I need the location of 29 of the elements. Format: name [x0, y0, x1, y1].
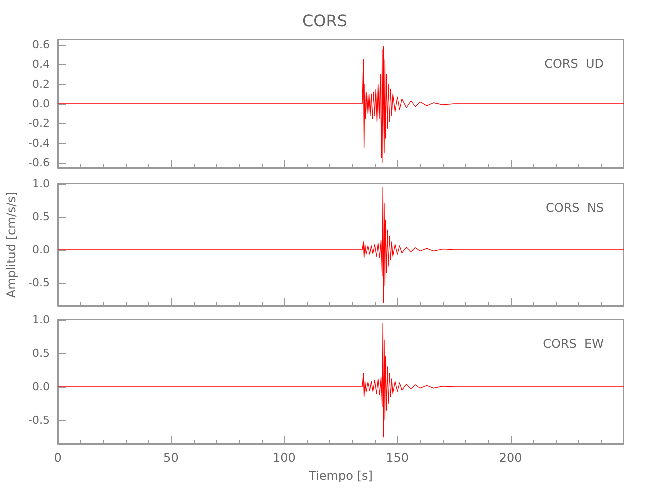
y-tick-label: -0.5	[28, 414, 50, 428]
y-tick-label: 0.0	[32, 98, 50, 110]
annotation: CORS EW	[543, 337, 604, 351]
y-tick-label: -0.5	[28, 276, 50, 290]
line-series	[58, 46, 624, 164]
y-tick-label: 0.2	[32, 78, 50, 91]
y-tick-label: 0.0	[32, 243, 50, 256]
y-tick-label: 1.0	[32, 314, 50, 326]
line-series	[58, 186, 624, 304]
annotation: CORS NS	[546, 201, 604, 215]
y-tick-label: 0.4	[32, 58, 50, 72]
y-tick-label: 0.6	[32, 38, 50, 52]
y-tick-label: -0.2	[28, 117, 50, 130]
y-tick-label: 0.5	[32, 347, 50, 360]
chart-title: CORS	[302, 12, 348, 30]
y-tick-label: 0.0	[32, 380, 50, 394]
y-tick-label: 0.5	[32, 210, 50, 224]
x-axis-title: Tiempo [s]	[308, 469, 373, 483]
y-tick-label: 1.0	[32, 178, 50, 190]
y-tick-label: -0.6	[28, 156, 50, 170]
x-tick-label: 200	[499, 451, 522, 465]
line-series	[58, 323, 624, 438]
x-tick-label: 150	[386, 451, 410, 465]
y-axis-title: Amplitud [cm/s/s]	[4, 192, 19, 298]
annotation: CORS UD	[544, 57, 604, 71]
x-tick-label: 100	[272, 451, 296, 465]
y-tick-label: -0.4	[28, 136, 50, 150]
x-tick-label: 0	[54, 451, 62, 465]
x-tick-label: 50	[164, 451, 179, 465]
